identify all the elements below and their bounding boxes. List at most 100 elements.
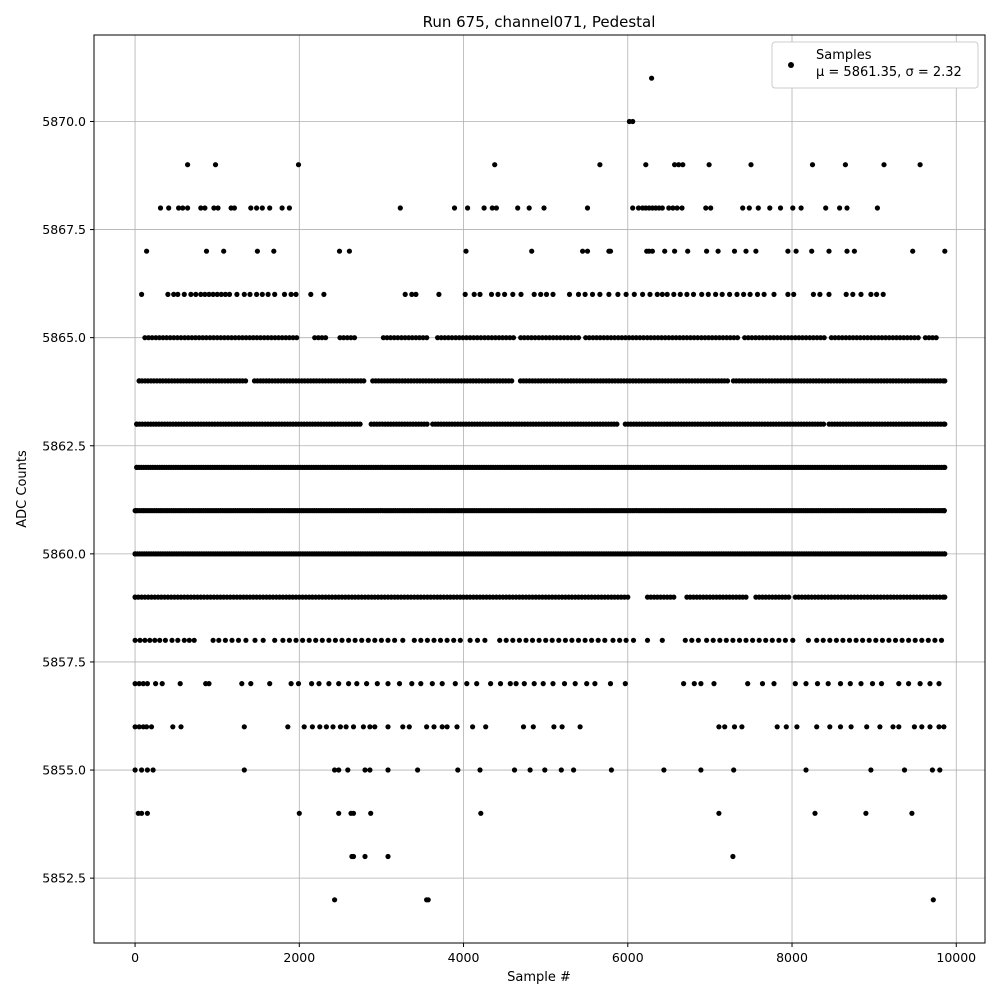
data-point [662, 335, 668, 341]
data-point [559, 724, 565, 730]
x-tick-label: 4000 [448, 950, 480, 965]
y-tick-label: 5852.5 [42, 871, 86, 886]
data-point [720, 335, 726, 341]
data-point [817, 291, 823, 297]
data-point [372, 637, 378, 643]
data-point [878, 681, 885, 687]
data-point [608, 335, 614, 341]
data-point [527, 767, 533, 773]
data-point [925, 637, 931, 643]
data-point [622, 335, 629, 341]
data-point [846, 637, 853, 643]
data-point [619, 335, 625, 341]
data-point [839, 335, 845, 341]
data-point [584, 205, 591, 211]
data-point [510, 637, 516, 643]
data-point [748, 162, 754, 168]
data-point [630, 637, 637, 643]
data-point [395, 335, 401, 341]
data-point [892, 637, 899, 643]
data-point [454, 724, 460, 730]
x-axis-ticks: 0 2000 4000 6000 8000 10000 [131, 943, 976, 965]
data-point [941, 551, 948, 557]
data-point [926, 335, 932, 341]
data-points [132, 75, 948, 903]
data-point [847, 681, 853, 687]
data-point [132, 681, 138, 687]
data-point [572, 335, 578, 341]
data-point [644, 637, 651, 643]
data-point [424, 421, 430, 427]
data-point [160, 335, 166, 341]
data-point [669, 335, 676, 341]
data-point [248, 205, 254, 211]
data-point [677, 291, 683, 297]
data-point [185, 335, 191, 341]
data-point [647, 291, 653, 297]
data-point [687, 335, 694, 341]
data-point [940, 378, 946, 384]
data-point [842, 162, 849, 168]
data-point [336, 767, 342, 773]
data-point [727, 335, 733, 341]
data-point [467, 637, 473, 643]
data-point [767, 335, 773, 341]
data-point [677, 335, 683, 341]
data-point [181, 291, 187, 297]
data-point [400, 637, 406, 643]
data-point [279, 335, 285, 341]
data-point [294, 335, 300, 341]
y-tick-label: 5860.0 [42, 546, 86, 561]
data-point [568, 335, 574, 341]
data-point [785, 291, 791, 297]
data-point [941, 421, 947, 427]
data-point [803, 681, 809, 687]
data-point [192, 335, 199, 341]
data-point [439, 681, 445, 687]
data-point [198, 205, 204, 211]
data-point [743, 248, 749, 254]
data-point [827, 637, 833, 643]
data-point [444, 724, 450, 730]
data-point [904, 335, 910, 341]
data-point [922, 335, 929, 341]
data-point [378, 637, 384, 643]
data-point [837, 724, 844, 730]
data-point [832, 335, 838, 341]
data-point [531, 681, 537, 687]
data-point [531, 291, 537, 297]
data-point [346, 681, 352, 687]
data-point [210, 637, 216, 643]
data-point [243, 378, 249, 384]
data-point [716, 810, 722, 816]
data-point [332, 767, 338, 773]
data-point [409, 681, 415, 687]
data-point [843, 335, 849, 341]
data-point [637, 335, 643, 341]
data-point [452, 681, 458, 687]
data-point [385, 681, 391, 687]
data-point [317, 724, 323, 730]
data-point [708, 205, 714, 211]
data-point [463, 248, 469, 254]
data-point [286, 335, 292, 341]
data-point [607, 681, 614, 687]
data-point [715, 248, 721, 254]
data-point [424, 637, 430, 643]
data-point [152, 637, 158, 643]
data-point [361, 378, 367, 384]
data-point [543, 637, 549, 643]
data-point [649, 75, 655, 81]
data-point [139, 767, 145, 773]
data-point [267, 205, 273, 211]
data-point [906, 681, 912, 687]
data-point [455, 767, 461, 773]
data-point [285, 724, 291, 730]
data-point [659, 291, 665, 297]
data-point [672, 162, 678, 168]
data-point [437, 637, 444, 643]
data-point [507, 681, 513, 687]
data-point [463, 335, 470, 341]
data-point [221, 335, 227, 341]
data-point [734, 335, 741, 341]
